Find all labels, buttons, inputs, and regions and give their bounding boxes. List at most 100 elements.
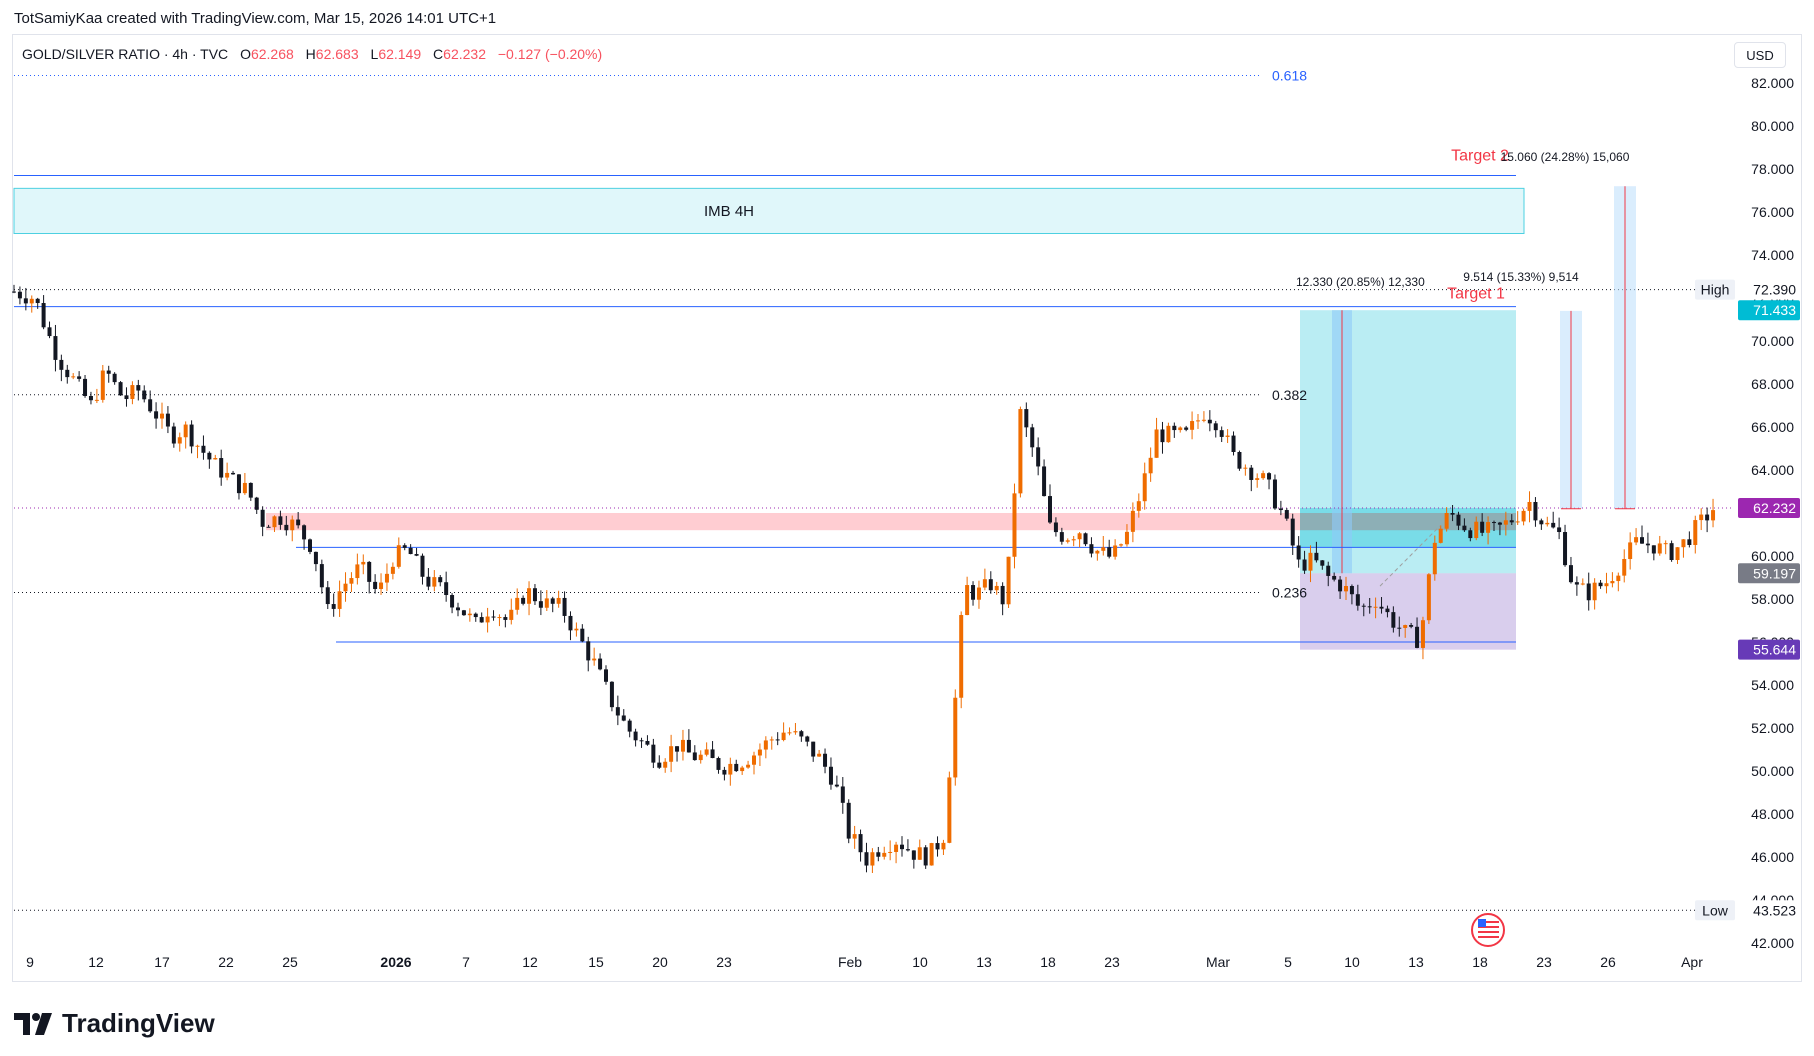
candle-body xyxy=(1415,626,1420,648)
candle-body xyxy=(112,373,117,383)
candle-body xyxy=(1616,575,1621,582)
fib-0.382-label: 0.382 xyxy=(1272,387,1307,403)
candle-body xyxy=(1409,625,1414,627)
candle-body xyxy=(248,482,253,498)
low-price-label-bg xyxy=(1738,900,1800,921)
candle-body xyxy=(734,763,739,772)
candle-body xyxy=(722,769,727,775)
y-tick-label: 82.000 xyxy=(1751,75,1794,91)
candle-body xyxy=(1551,522,1556,528)
candle-body xyxy=(1385,608,1390,613)
candle-body xyxy=(532,588,537,602)
candle-body xyxy=(319,564,324,588)
candle-body xyxy=(1196,420,1200,422)
candle-body xyxy=(491,616,496,618)
candle-body xyxy=(905,849,910,851)
candle-body xyxy=(278,516,283,525)
candle-body xyxy=(1213,423,1218,431)
candle-body xyxy=(781,732,786,741)
candle-body xyxy=(1272,479,1277,509)
candle-body xyxy=(1124,531,1129,545)
y-tick-label: 80.000 xyxy=(1751,118,1794,134)
currency-selector[interactable]: USD xyxy=(1734,42,1786,68)
candle-body xyxy=(728,763,733,775)
candle-body xyxy=(527,588,532,604)
candle-body xyxy=(976,587,981,600)
high-label: H xyxy=(305,46,316,62)
candle-body xyxy=(1249,467,1254,480)
candle-body xyxy=(201,445,206,453)
candle-body xyxy=(1201,419,1206,421)
candle-body xyxy=(959,615,964,698)
candle-body xyxy=(1604,583,1609,587)
candle-body xyxy=(130,385,135,400)
candle-body xyxy=(592,658,597,661)
price-chart[interactable]: IMB 4H 12.330 (20.85%) 12,330 0.618 0.382 0.… xyxy=(0,0,1814,1000)
fib-0.236-label: 0.236 xyxy=(1272,585,1307,601)
y-tick-label: 74.000 xyxy=(1751,247,1794,263)
candle-body xyxy=(384,573,389,583)
x-tick-label: 22 xyxy=(218,954,234,970)
candle-body xyxy=(373,581,378,589)
candle-body xyxy=(965,585,970,616)
candle-body xyxy=(935,843,940,850)
candle-body xyxy=(1290,518,1295,546)
y-tick-label: 68.000 xyxy=(1751,376,1794,392)
candle-body xyxy=(1142,473,1147,502)
candle-body xyxy=(615,707,620,716)
candle-body xyxy=(1190,421,1195,430)
candle-body xyxy=(1545,522,1550,525)
x-tick-label: 13 xyxy=(976,954,992,970)
candle-body xyxy=(787,732,792,734)
candle-body xyxy=(686,739,691,753)
candle-body xyxy=(716,758,721,770)
candle-body xyxy=(1006,556,1011,605)
x-tick-label: 10 xyxy=(1344,954,1360,970)
candle-body xyxy=(1083,533,1088,545)
projection-dashed-line xyxy=(1379,525,1441,587)
candle-body xyxy=(1568,565,1573,583)
x-tick-label: 17 xyxy=(154,954,170,970)
candle-body xyxy=(704,749,709,755)
candle-body xyxy=(840,786,845,803)
candle-body xyxy=(793,731,798,733)
candle-body xyxy=(1042,466,1047,497)
y-tick-label: 50.000 xyxy=(1751,763,1794,779)
candle-body xyxy=(1113,545,1118,557)
candle-body xyxy=(663,761,668,768)
candle-body xyxy=(1030,427,1035,448)
y-tick-label: 46.000 xyxy=(1751,849,1794,865)
candle-body xyxy=(1178,427,1183,431)
x-tick-label: 23 xyxy=(1536,954,1552,970)
candle-body xyxy=(213,458,218,460)
y-tick-label: 76.000 xyxy=(1751,204,1794,220)
candle-body xyxy=(1379,606,1384,609)
high-price-label: 72.390 xyxy=(1753,282,1796,298)
candle-body xyxy=(752,755,756,765)
candle-body xyxy=(846,802,851,839)
candle-body xyxy=(1000,585,1005,605)
target2-label: Target 2 xyxy=(1451,148,1509,165)
candle-body xyxy=(544,598,549,608)
candle-body xyxy=(669,746,674,762)
candle-body xyxy=(864,852,869,866)
y-tick-label: 60.000 xyxy=(1751,548,1794,564)
symbol-label[interactable]: GOLD/SILVER RATIO · 4h · TVC xyxy=(22,46,229,62)
candle-body xyxy=(379,582,384,589)
us-flag-icon[interactable] xyxy=(1471,913,1505,947)
candle-body xyxy=(189,424,194,447)
candle-body xyxy=(361,561,366,565)
brand-name: TradingView xyxy=(62,1008,215,1038)
candle-body xyxy=(1480,521,1485,533)
candle-body xyxy=(1231,435,1236,452)
candle-body xyxy=(1225,435,1230,437)
candle-body xyxy=(1320,560,1325,566)
x-tick-label: 12 xyxy=(88,954,104,970)
tradingview-brand[interactable]: TradingView xyxy=(14,1008,215,1039)
symbol-legend: GOLD/SILVER RATIO · 4h · TVC O62.268 H62… xyxy=(22,46,602,62)
candle-body xyxy=(313,551,318,565)
candle-body xyxy=(1486,522,1491,533)
candle-body xyxy=(284,524,289,531)
candle-body xyxy=(799,731,804,737)
candle-body xyxy=(757,749,762,756)
